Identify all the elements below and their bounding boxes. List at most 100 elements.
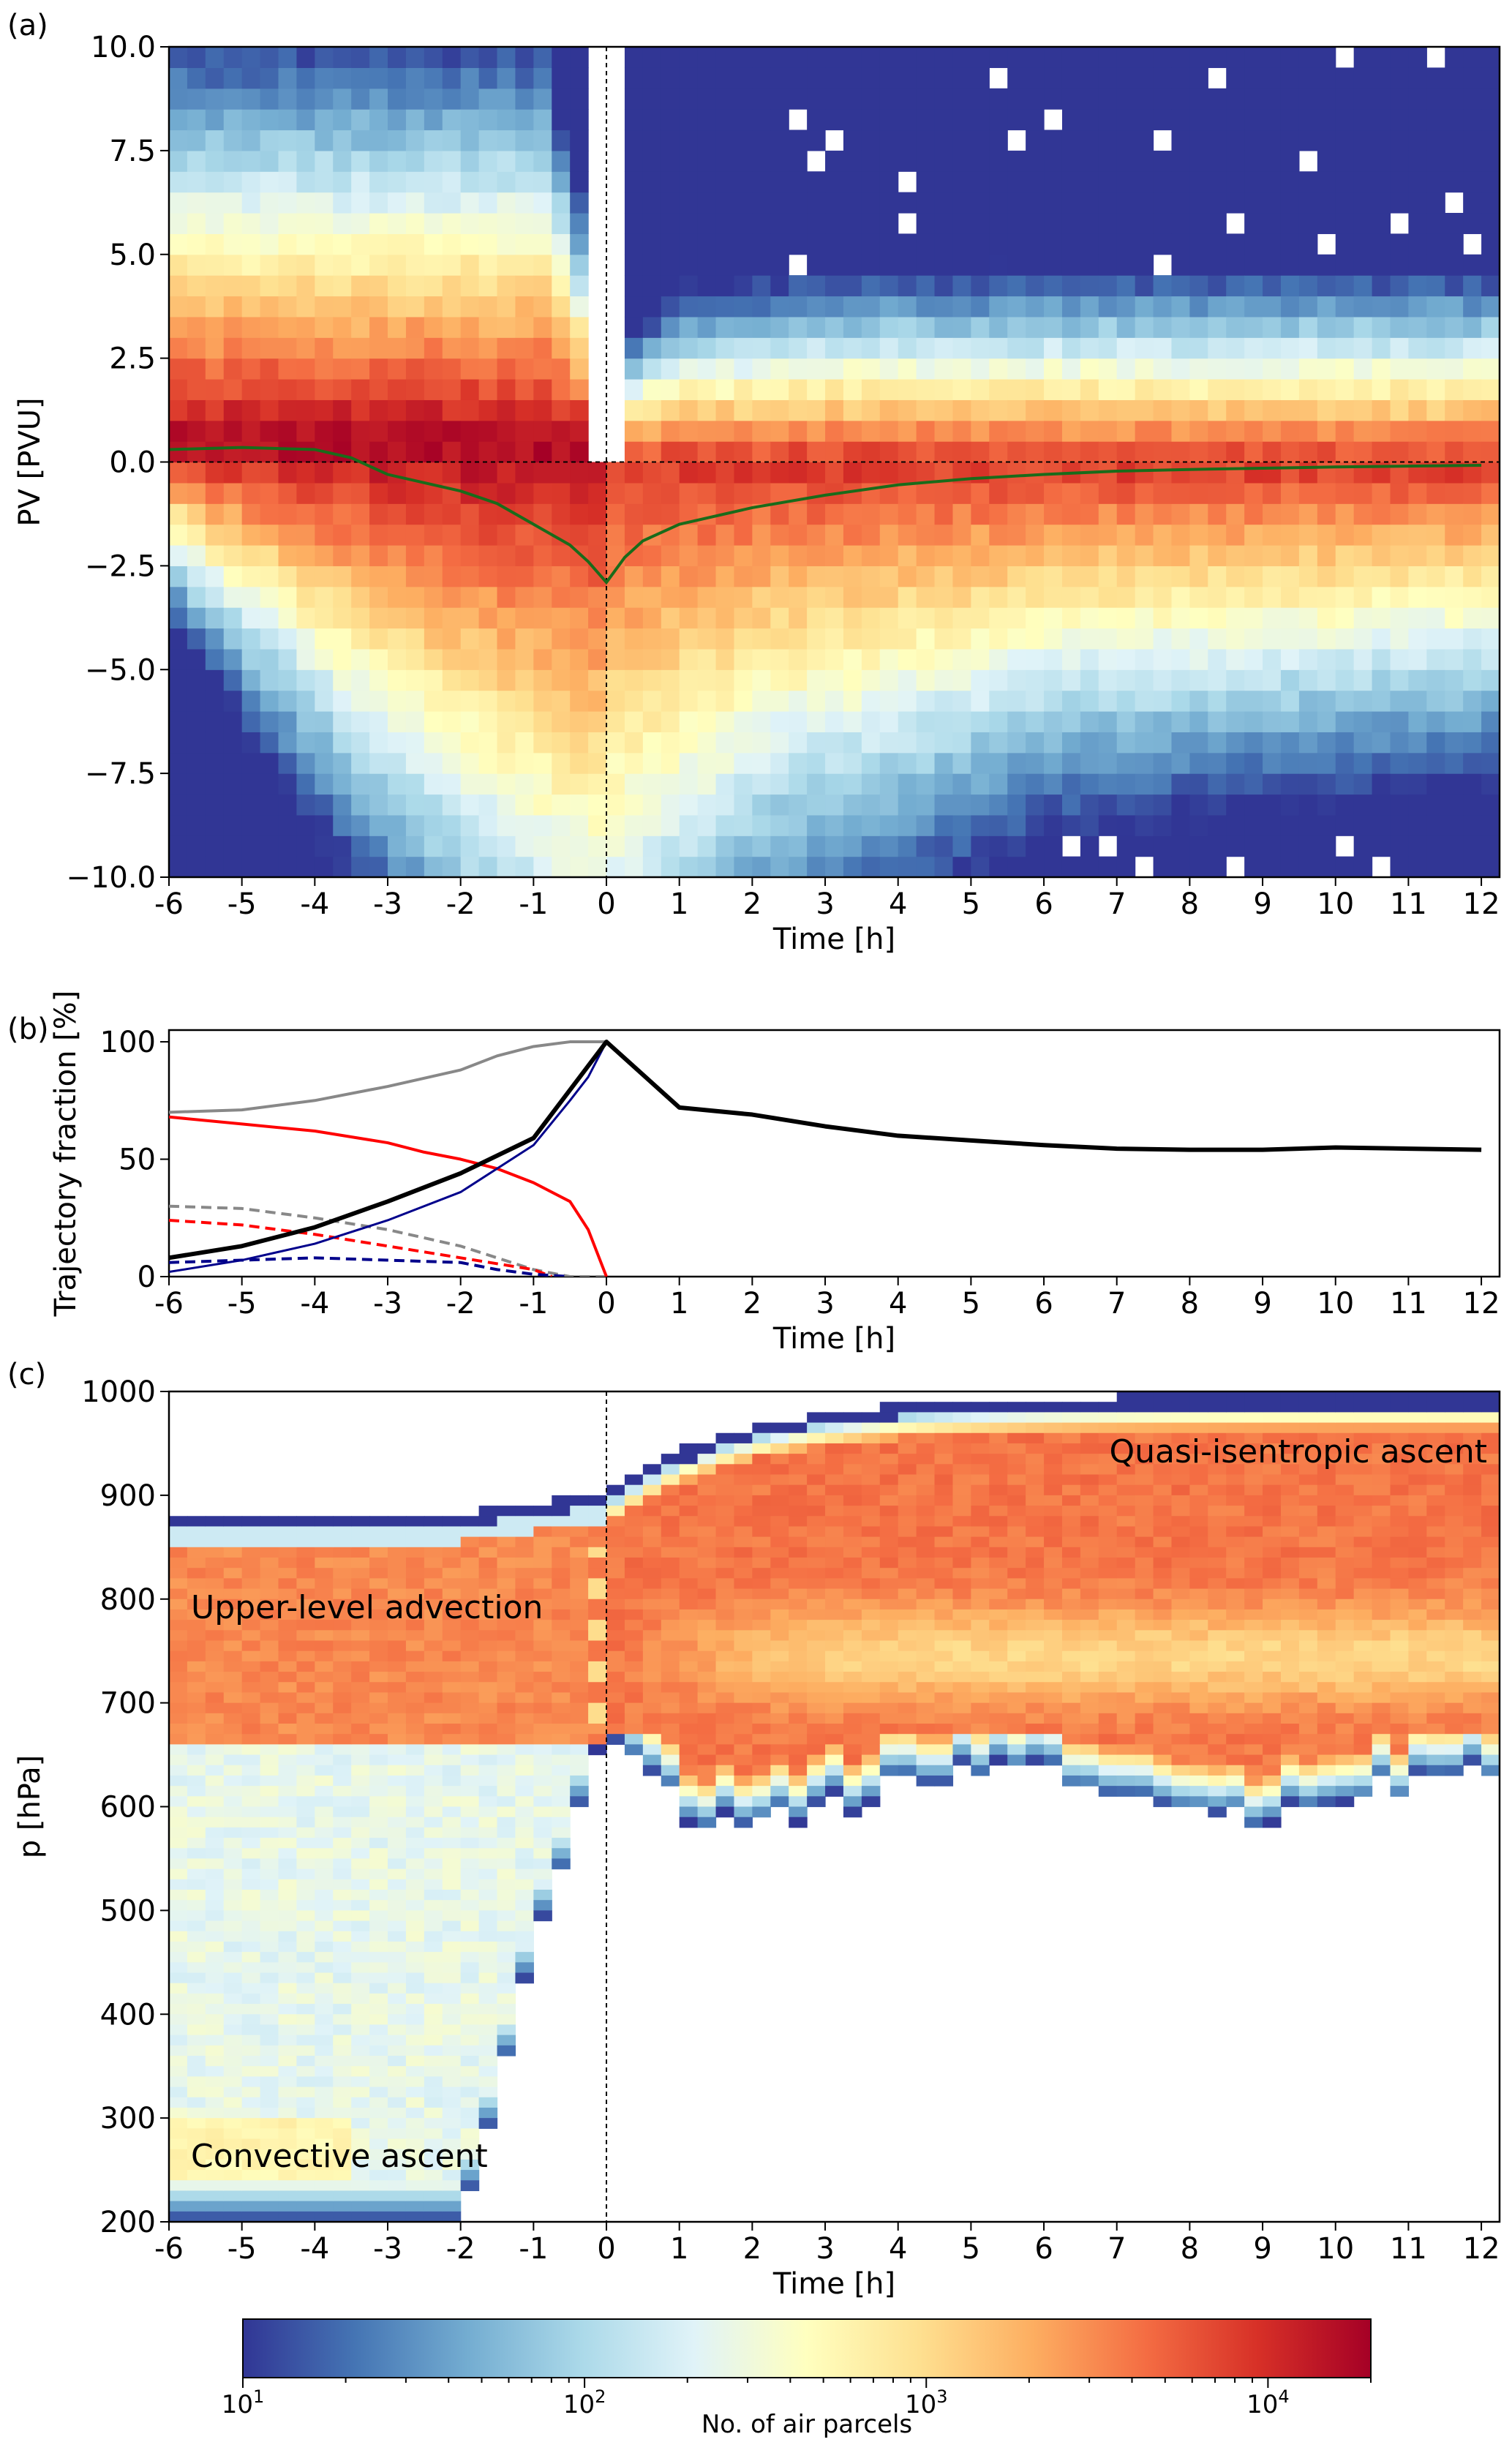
heatmap-cell [843,607,862,629]
heatmap-cell [1135,628,1154,650]
heatmap-cell [296,2190,315,2202]
heatmap-cell [497,296,516,318]
heatmap-cell [260,711,279,732]
heatmap-cell [205,379,225,400]
heatmap-cell [843,47,862,68]
heatmap-cell [497,1941,516,1953]
heatmap-cell [1153,545,1173,566]
heatmap-cell [679,358,699,380]
heatmap-cell [843,296,862,318]
heatmap-cell [934,503,954,525]
heatmap-cell [861,337,881,359]
heatmap-cell [260,1754,279,1766]
heatmap-cell [369,2138,388,2150]
heatmap-cell [624,1661,644,1672]
heatmap-cell [315,2180,334,2192]
heatmap-cell [478,856,498,877]
heatmap-cell [424,1640,443,1652]
heatmap-cell [1463,628,1482,650]
heatmap-cell [278,441,298,463]
heatmap-cell [934,835,954,857]
heatmap-cell [442,648,462,670]
heatmap-cell [241,379,261,400]
heatmap-cell [1445,441,1464,463]
heatmap-cell [825,1578,844,1590]
heatmap-cell [533,1806,552,1818]
heatmap-cell [679,524,699,546]
heatmap-cell [715,524,735,546]
heatmap-cell [1390,379,1410,400]
heatmap-cell [515,1547,534,1558]
heatmap-cell [442,462,462,484]
heatmap-cell [715,1578,735,1590]
heatmap-cell [260,648,279,670]
heatmap-cell [315,1640,334,1652]
heatmap-cell [1044,316,1063,338]
heatmap-cell [770,1744,789,1756]
heatmap-cell [606,732,625,754]
heatmap-cell [1426,835,1445,857]
heatmap-cell [1026,192,1045,214]
heatmap-cell [460,316,480,338]
heatmap-cell [679,732,699,754]
heatmap-cell [497,1516,516,1528]
heatmap-cell [169,1765,188,1776]
heatmap-cell [1007,856,1026,877]
heatmap-cell [1408,814,1427,836]
heatmap-cell [478,337,498,359]
heatmap-cell [442,1724,462,1735]
heatmap-cell [424,379,443,400]
heatmap-cell [205,2118,225,2129]
heatmap-cell [697,607,717,629]
heatmap-cell [971,171,990,193]
heatmap-cell [333,1661,352,1672]
heatmap-cell [442,2056,462,2067]
heatmap-cell [278,1692,298,1704]
heatmap-cell [388,213,407,234]
heatmap-cell [405,1983,425,1994]
heatmap-cell [770,648,789,670]
heatmap-cell [515,1931,534,1942]
heatmap-cell [1481,420,1500,442]
heatmap-cell [1408,794,1427,816]
heatmap-cell [442,192,462,214]
heatmap-cell [661,275,680,297]
heatmap-cell [351,88,370,110]
heatmap-cell [879,1454,899,1465]
heatmap-cell [205,2149,225,2160]
y-tick-label: −10.0 [66,861,156,895]
heatmap-cell [315,88,334,110]
heatmap-cell [1298,856,1318,877]
heatmap-cell [460,129,480,151]
heatmap-cell [1153,88,1173,110]
heatmap-cell [1208,420,1227,442]
heatmap-cell [661,1464,680,1476]
heatmap-cell [825,379,844,400]
heatmap-cell [789,1506,808,1517]
heatmap-cell [1463,254,1482,276]
heatmap-cell [1116,732,1136,754]
heatmap-cell [296,67,315,89]
heatmap-cell [1189,566,1208,587]
heatmap-cell [989,773,1008,795]
heatmap-cell [1372,482,1391,504]
heatmap-cell [260,482,279,504]
heatmap-cell [388,2138,407,2150]
heatmap-cell [624,814,644,836]
heatmap-cell [260,296,279,318]
heatmap-cell [552,1495,571,1506]
heatmap-cell [1317,545,1336,566]
heatmap-cell [843,1640,862,1652]
heatmap-cell [442,607,462,629]
heatmap-cell [169,2066,188,2077]
heatmap-cell [442,1558,462,1569]
heatmap-cell [1426,88,1445,110]
heatmap-cell [1280,337,1300,359]
heatmap-cell [570,47,589,68]
heatmap-cell [606,648,625,670]
heatmap-cell [460,1724,480,1735]
heatmap-cell [661,109,680,131]
heatmap-cell [789,1734,808,1745]
heatmap-cell [1171,254,1190,276]
x-tick-label: 12 [1463,1287,1500,1321]
